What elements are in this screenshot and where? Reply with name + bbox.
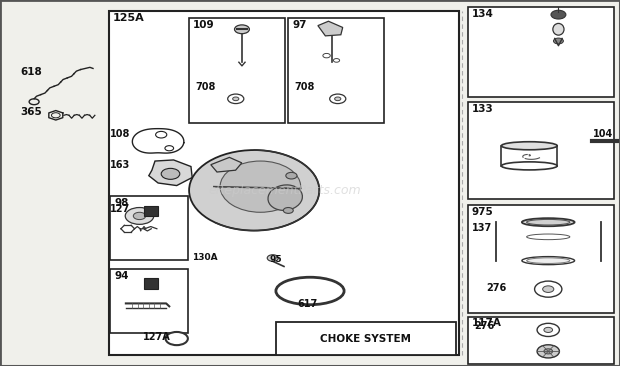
Bar	[189, 18, 285, 123]
Circle shape	[228, 94, 244, 104]
Text: 276: 276	[487, 283, 507, 293]
Text: 133: 133	[472, 104, 494, 114]
Text: 125A: 125A	[113, 13, 144, 23]
Text: 95: 95	[270, 255, 282, 264]
Circle shape	[334, 59, 340, 62]
Text: 127A: 127A	[143, 332, 170, 341]
Circle shape	[537, 345, 559, 358]
Ellipse shape	[268, 185, 303, 210]
Ellipse shape	[522, 218, 575, 226]
Circle shape	[534, 281, 562, 297]
Text: 97: 97	[292, 20, 306, 30]
Text: 109: 109	[193, 20, 215, 30]
Circle shape	[165, 146, 174, 151]
Circle shape	[554, 38, 564, 44]
Circle shape	[234, 25, 249, 34]
Bar	[288, 18, 384, 123]
Ellipse shape	[522, 257, 575, 265]
Ellipse shape	[553, 23, 564, 35]
Text: 975: 975	[472, 207, 494, 217]
Text: 117A: 117A	[472, 318, 502, 328]
Text: 708: 708	[195, 82, 216, 92]
Polygon shape	[318, 21, 343, 36]
Bar	[144, 206, 158, 216]
Text: 94: 94	[114, 271, 128, 281]
Text: 137: 137	[472, 223, 492, 234]
Text: eReplacementParts.com: eReplacementParts.com	[209, 184, 361, 197]
Bar	[468, 317, 614, 364]
Circle shape	[544, 327, 552, 332]
Text: 104: 104	[593, 129, 614, 139]
Circle shape	[283, 208, 293, 213]
Circle shape	[267, 255, 278, 261]
Circle shape	[335, 97, 341, 101]
Text: 276: 276	[474, 321, 495, 331]
Text: 618: 618	[20, 67, 42, 77]
Bar	[468, 7, 614, 97]
Text: 108: 108	[110, 129, 131, 139]
Ellipse shape	[276, 277, 344, 305]
Text: 127: 127	[110, 204, 131, 214]
Bar	[110, 196, 188, 260]
Ellipse shape	[220, 161, 301, 212]
Circle shape	[232, 97, 239, 101]
Text: 617: 617	[298, 299, 318, 309]
Bar	[276, 322, 456, 355]
Circle shape	[156, 131, 167, 138]
Ellipse shape	[526, 219, 570, 225]
Text: 130A: 130A	[192, 253, 218, 262]
Bar	[468, 102, 614, 199]
Circle shape	[125, 208, 154, 224]
Text: 98: 98	[114, 198, 128, 208]
Bar	[108, 11, 459, 355]
Circle shape	[544, 349, 552, 354]
Circle shape	[286, 172, 297, 179]
Bar	[144, 278, 158, 289]
Circle shape	[542, 286, 554, 292]
Circle shape	[161, 168, 180, 179]
Bar	[468, 205, 614, 313]
Polygon shape	[149, 160, 192, 186]
Text: 163: 163	[110, 160, 131, 169]
Circle shape	[551, 10, 566, 19]
Ellipse shape	[526, 258, 570, 264]
Polygon shape	[211, 157, 242, 172]
Ellipse shape	[189, 150, 319, 231]
Text: 134: 134	[472, 9, 494, 19]
Circle shape	[133, 212, 146, 220]
Bar	[110, 269, 188, 333]
Circle shape	[330, 94, 346, 104]
Circle shape	[323, 53, 330, 58]
Circle shape	[166, 332, 188, 345]
Ellipse shape	[502, 162, 557, 170]
Text: 365: 365	[20, 107, 42, 117]
Text: 708: 708	[294, 82, 315, 92]
Circle shape	[537, 323, 559, 336]
Ellipse shape	[502, 142, 557, 150]
Text: CHOKE SYSTEM: CHOKE SYSTEM	[321, 333, 411, 344]
